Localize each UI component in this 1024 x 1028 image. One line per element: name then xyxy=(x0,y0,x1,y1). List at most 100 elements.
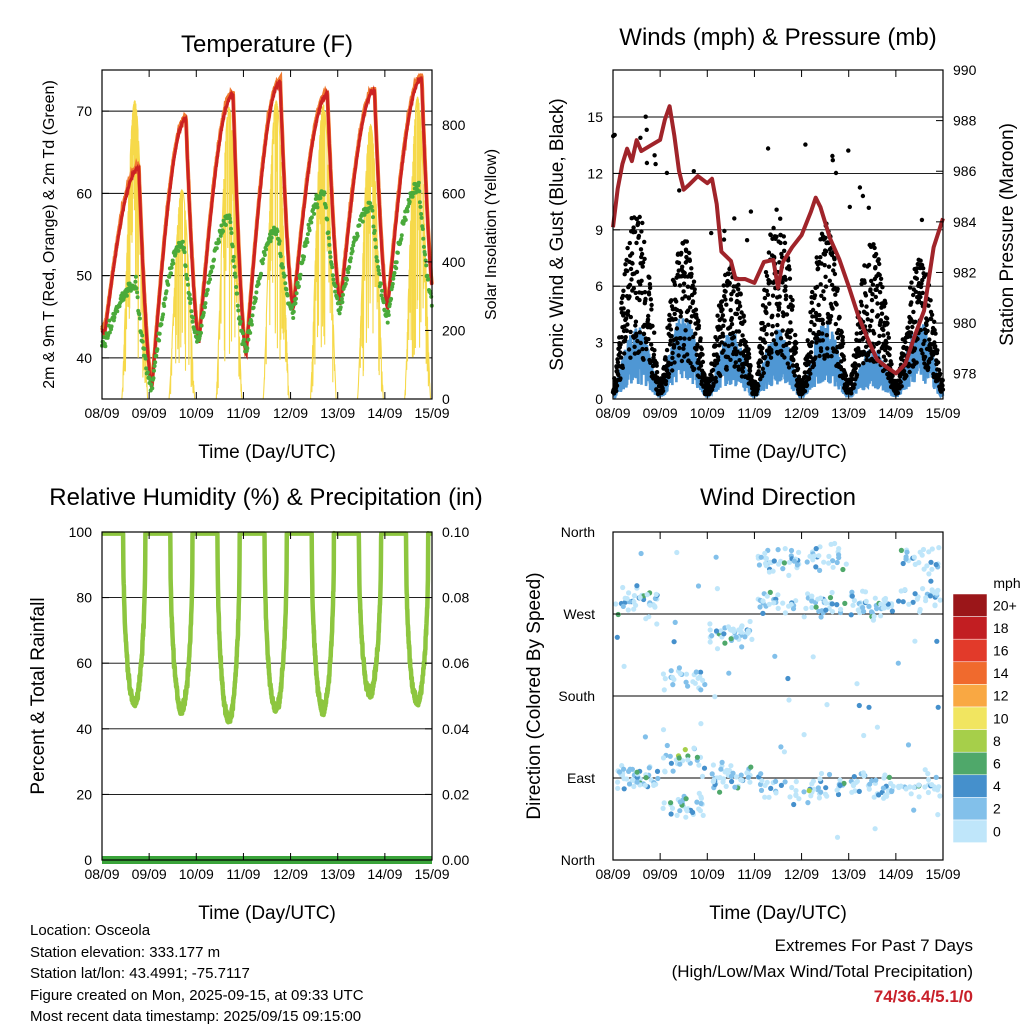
gust-point xyxy=(866,262,872,268)
gust-point xyxy=(737,300,742,305)
y-tick-label-left: 60 xyxy=(76,655,92,671)
gust-point xyxy=(770,293,776,298)
dewpoint-point xyxy=(214,246,219,251)
gust-point xyxy=(832,271,838,277)
dewpoint-point xyxy=(187,292,192,297)
gust-point xyxy=(727,280,732,286)
gust-point xyxy=(786,365,792,370)
direction-point xyxy=(762,794,768,800)
direction-point xyxy=(793,788,799,794)
gust-point xyxy=(634,240,639,246)
direction-point xyxy=(720,779,726,785)
x-tick-label: 13/09 xyxy=(320,405,355,421)
dewpoint-point xyxy=(139,330,143,335)
direction-point xyxy=(634,583,640,589)
gust-point xyxy=(763,270,769,275)
gust-point xyxy=(644,346,649,352)
direction-point xyxy=(912,638,918,644)
gust-point xyxy=(783,293,789,298)
direction-point xyxy=(878,613,884,619)
dewpoint-point xyxy=(149,382,154,387)
gust-point xyxy=(721,283,726,288)
x-tick-label: 09/09 xyxy=(132,405,167,421)
gust-point xyxy=(710,367,716,373)
direction-point xyxy=(700,812,706,819)
y-tick-label-left: 40 xyxy=(76,350,92,366)
gust-point xyxy=(687,336,692,341)
gust-point xyxy=(815,266,821,271)
gust-point xyxy=(871,331,877,336)
dewpoint-point xyxy=(152,364,157,368)
gust-point xyxy=(911,292,916,298)
gust-point xyxy=(672,282,678,287)
direction-point xyxy=(698,800,704,807)
gust-point xyxy=(777,294,782,299)
gust-point xyxy=(883,358,888,363)
gust-point xyxy=(683,294,688,299)
gust-point xyxy=(688,305,693,310)
legend-label: 18 xyxy=(993,620,1009,636)
direction-point xyxy=(849,593,855,599)
gust-point xyxy=(771,225,776,231)
gust-point xyxy=(774,207,779,212)
direction-point xyxy=(785,675,791,682)
winds-ylabel-left: Sonic Wind & Gust (Blue, Black) xyxy=(547,98,568,370)
direction-point xyxy=(881,795,887,801)
dewpoint-point xyxy=(237,315,242,320)
x-tick-label: 14/09 xyxy=(878,405,913,421)
direction-point xyxy=(935,587,941,593)
direction-point xyxy=(728,763,734,769)
gust-point xyxy=(783,284,788,289)
direction-point xyxy=(677,671,684,677)
winds-title: Winds (mph) & Pressure (mb) xyxy=(619,24,936,51)
gust-point xyxy=(692,366,697,372)
gust-point xyxy=(929,312,935,317)
gust-point xyxy=(904,345,909,351)
gust-point xyxy=(851,385,856,390)
direction-point xyxy=(904,549,910,555)
dewpoint-series xyxy=(100,180,434,393)
direction-point xyxy=(866,704,872,710)
direction-point xyxy=(738,772,744,778)
direction-point xyxy=(669,805,676,811)
direction-point xyxy=(922,767,928,773)
gust-point xyxy=(870,292,875,297)
gust-point xyxy=(625,309,631,314)
direction-point xyxy=(690,679,696,685)
gust-point xyxy=(783,296,789,302)
gust-point xyxy=(782,248,787,253)
direction-point xyxy=(625,607,631,613)
gust-point xyxy=(675,340,680,346)
gust-point xyxy=(883,301,888,306)
gust-point xyxy=(820,321,826,326)
timestamp-text: Most recent data timestamp: 2025/09/15 0… xyxy=(30,1008,362,1025)
direction-point xyxy=(895,660,901,666)
gust-point xyxy=(807,328,813,333)
direction-point xyxy=(927,593,934,599)
gust-point xyxy=(681,289,686,294)
y-tick-label-left: 40 xyxy=(76,721,92,737)
gust-point xyxy=(724,302,729,307)
gust-point xyxy=(807,367,812,373)
direction-point xyxy=(910,599,916,605)
gust-point xyxy=(633,323,638,328)
dewpoint-point xyxy=(347,265,352,269)
direction-point xyxy=(710,762,717,768)
direction-point xyxy=(850,783,857,789)
gust-point xyxy=(642,239,647,245)
dewpoint-point xyxy=(203,305,207,310)
gust-point xyxy=(841,357,847,362)
dewpoint-point xyxy=(236,308,241,313)
dewpoint-point xyxy=(294,291,299,296)
dewpoint-point xyxy=(327,242,332,247)
direction-point xyxy=(788,547,795,554)
legend-label: 16 xyxy=(993,643,1009,659)
direction-point xyxy=(908,791,914,797)
dewpoint-point xyxy=(157,331,162,336)
y-tick-label-right: 200 xyxy=(442,322,466,338)
gust-point xyxy=(671,343,677,348)
gust-point xyxy=(646,292,652,297)
dewpoint-point xyxy=(231,258,236,263)
direction-point xyxy=(911,784,917,791)
dewpoint-point xyxy=(312,211,317,216)
